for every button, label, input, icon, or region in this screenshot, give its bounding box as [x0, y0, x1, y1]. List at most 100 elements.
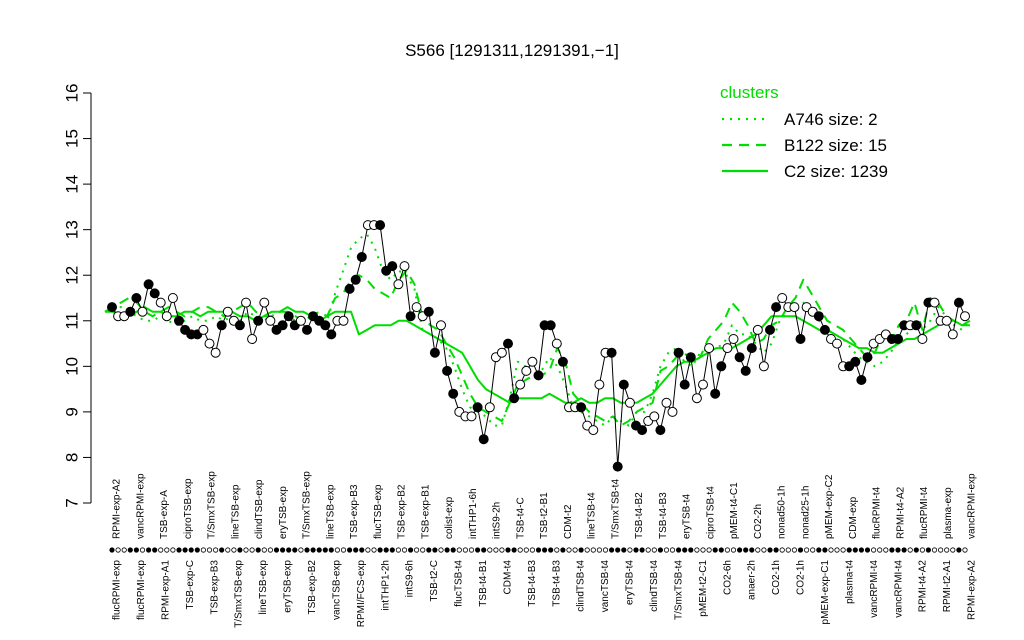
x-tick-label: T/SmxTSB-exp — [302, 471, 313, 539]
x-tick-label: TSB-t4-B3 — [658, 492, 669, 539]
data-point — [161, 311, 172, 322]
rug-marker — [785, 547, 791, 553]
legend-label: B122 size: 15 — [784, 136, 887, 155]
x-tick-label: ciproTSB-t4 — [705, 486, 716, 539]
rug-marker — [359, 547, 365, 553]
rug-marker — [322, 547, 328, 553]
rug-marker — [535, 547, 542, 553]
rug-marker — [621, 547, 627, 553]
legend-title: clusters — [720, 83, 779, 102]
data-point — [448, 388, 459, 399]
x-tick-label: TSB-exp-C — [185, 560, 196, 609]
y-tick-label: 14 — [62, 175, 81, 194]
rug-marker — [164, 547, 170, 553]
data-point — [295, 315, 306, 326]
rug-marker — [651, 547, 657, 553]
data-point — [466, 411, 477, 422]
x-tick-label: RPMI-t2-A1 — [942, 560, 953, 613]
x-tick-label: flucRPMI-exp — [136, 560, 147, 620]
rug-marker — [596, 547, 603, 553]
data-point — [411, 302, 422, 313]
x-tick-label: vancTSB-exp — [332, 560, 343, 620]
rug-marker — [286, 547, 292, 553]
rug-marker — [170, 547, 176, 553]
data-point — [618, 379, 629, 390]
x-tick-label: vancTSB-t4 — [600, 560, 611, 613]
rug-marker — [225, 547, 231, 553]
rug-marker — [889, 547, 895, 553]
data-point — [728, 334, 739, 344]
data-point — [393, 279, 404, 290]
rug-marker — [176, 547, 182, 553]
rug-marker — [663, 547, 670, 553]
rug-marker — [432, 547, 438, 553]
rug-marker — [401, 547, 408, 553]
x-tick-label: TSB-exp-B2 — [307, 560, 318, 615]
data-point — [131, 293, 142, 303]
rug-marker — [182, 547, 188, 553]
data-point — [679, 379, 690, 390]
data-point — [685, 352, 696, 363]
data-point — [155, 297, 166, 308]
x-tick-label: clindTSB-t4 — [576, 560, 587, 612]
y-axis: 7 8 9 10 11 12 13 14 15 16 — [62, 84, 92, 508]
rug-marker — [864, 547, 871, 553]
rug-marker — [499, 547, 505, 553]
data-point — [850, 356, 861, 367]
rug-marker — [822, 547, 828, 553]
x-tick-label: intTHP1-6h — [468, 488, 479, 539]
data-point — [509, 393, 520, 404]
data-point — [533, 370, 544, 381]
x-tick-label: eryTSB-t4 — [625, 560, 636, 605]
x-tick-label: lineTSB-t4 — [587, 492, 598, 539]
data-point — [752, 324, 763, 335]
x-tick-label: vancRPMI-exp — [967, 473, 978, 539]
rug-marker — [474, 547, 481, 553]
sample-rug — [109, 547, 968, 553]
rug-marker — [944, 547, 950, 553]
x-tick-label: TSB-exp-B3 — [349, 484, 360, 539]
x-tick-label: CDM-t2 — [563, 504, 574, 539]
x-tick-label: RPMI-exp-A2 — [967, 560, 978, 620]
rug-marker — [645, 547, 651, 553]
rug-marker — [657, 547, 664, 553]
data-point — [478, 434, 489, 445]
rug-marker — [560, 547, 566, 553]
x-tick-label: eryTSB-exp — [278, 486, 289, 539]
rug-marker — [426, 547, 432, 553]
data-point — [320, 320, 331, 331]
rug-marker — [736, 547, 743, 553]
series-line-dotted — [104, 233, 971, 427]
rug-marker — [267, 547, 273, 553]
data-point — [241, 297, 251, 308]
rug-marker — [608, 547, 615, 553]
rug-marker — [566, 547, 572, 553]
rug-marker — [743, 547, 749, 553]
data-point — [253, 315, 264, 326]
rug-marker — [810, 547, 816, 553]
x-tick-label: T/SmxTSB-exp — [234, 560, 245, 628]
rug-marker — [493, 547, 499, 553]
rug-marker — [694, 547, 700, 553]
rug-marker — [925, 547, 932, 553]
rug-marker — [158, 547, 164, 553]
x-tick-labels: RPMI-exp-A2 vancRPMI-exp TSB-exp-A ciproTSB… — [112, 471, 978, 628]
data-point — [429, 347, 440, 358]
x-tick-label: lineTSB-exp — [325, 484, 336, 539]
data-point — [234, 320, 245, 331]
rug-marker — [730, 547, 737, 553]
rug-marker — [456, 547, 462, 553]
rug-marker — [389, 547, 395, 553]
data-point — [399, 261, 410, 272]
x-tick-label: TSB-t4-B3 — [527, 560, 538, 607]
rug-marker — [724, 547, 731, 553]
rug-marker — [413, 547, 420, 553]
data-point — [856, 375, 867, 385]
data-point — [283, 311, 294, 322]
rug-marker — [249, 547, 255, 553]
chart-title: S566 [1291311,1291391,−1] — [405, 41, 619, 60]
rug-marker — [115, 547, 121, 553]
rug-marker — [139, 547, 146, 553]
data-point — [673, 347, 684, 358]
